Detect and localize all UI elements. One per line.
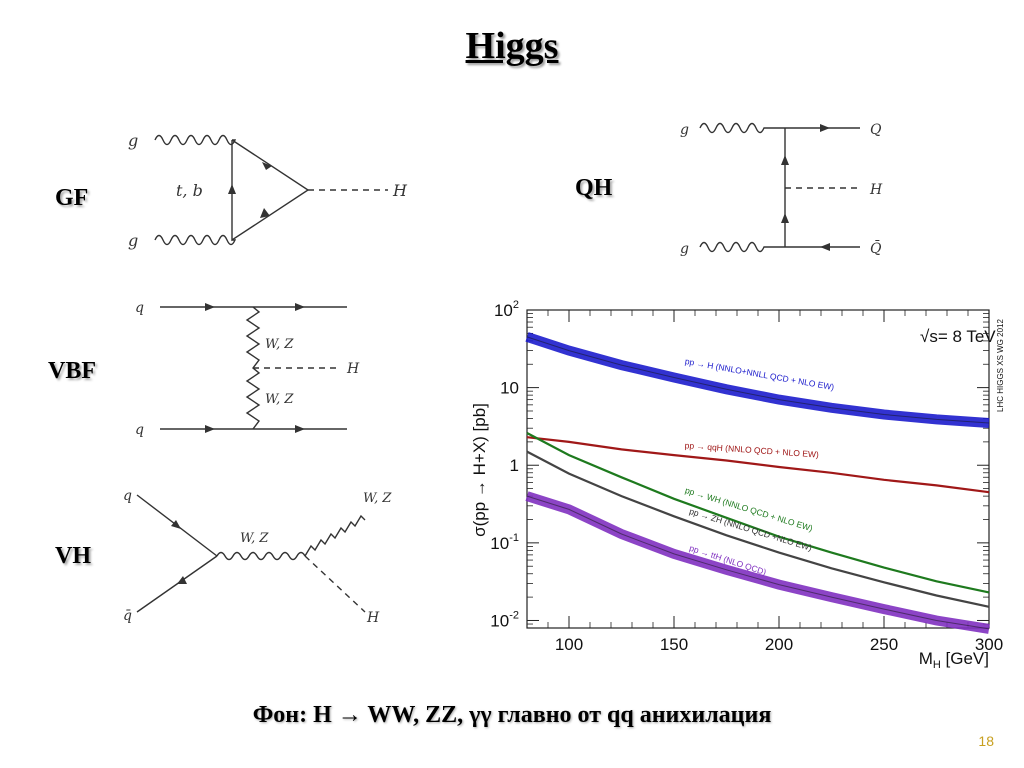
page-number: 18 <box>978 733 994 749</box>
vh-boson-mid-label: W, Z <box>240 531 269 546</box>
gf-gluon-bottom <box>154 234 237 246</box>
vh-higgs-line <box>304 555 366 613</box>
qh-q-bottom: Q̄ <box>870 239 882 257</box>
qh-label: QH <box>575 175 613 201</box>
qh-arrow-mid-bottom <box>781 213 789 223</box>
vh-q-bottom: q̄ <box>123 608 132 624</box>
energy-label: √s= 8 TeV <box>920 327 996 346</box>
slide-title: Higgs <box>465 25 559 67</box>
qh-h-label: H <box>869 182 883 198</box>
gf-arrow-top <box>262 162 272 170</box>
vbf-arrow-top-right <box>295 303 305 311</box>
vbf-h-label: H <box>346 361 360 377</box>
vh-q-top: q <box>123 488 132 504</box>
qh-arrow-top <box>820 124 830 132</box>
qh-gluon-bottom <box>699 241 785 253</box>
gf-arrow-left <box>228 184 236 194</box>
vh-boson-out-label: W, Z <box>363 491 392 506</box>
vbf-feynman-diagram: q q W, Z W, Z H <box>135 300 360 438</box>
gf-gluon-top <box>154 134 237 146</box>
qh-arrow-bottom <box>820 243 830 251</box>
gf-feynman-diagram: g g t, b H <box>128 131 408 250</box>
vbf-q-top: q <box>135 300 144 316</box>
series-line <box>526 495 990 630</box>
x-axis-label: MH [GeV] <box>919 649 989 671</box>
gf-g-top: g <box>128 131 138 150</box>
vh-boson-mid <box>216 551 306 561</box>
qh-g-bottom: g <box>680 241 689 257</box>
slide-caption: Фон: H → WW, ZZ, γγ главно от qq анихила… <box>252 702 772 728</box>
gf-g-bottom: g <box>128 231 138 250</box>
vbf-q-bottom: q <box>135 422 144 438</box>
vh-boson-out <box>304 514 366 557</box>
vh-arrow-quark <box>171 520 181 529</box>
x-axis-label-unit: [GeV] <box>941 649 989 668</box>
qh-g-top: g <box>680 122 689 138</box>
y-tick-label: 10 <box>500 379 519 398</box>
series-line <box>526 432 990 594</box>
x-tick-label: 100 <box>555 635 583 654</box>
gf-loop-label: t, b <box>176 181 203 200</box>
vbf-label: VBF <box>48 358 96 384</box>
x-axis-label-sub: H <box>933 659 941 671</box>
vbf-arrow-top-left <box>205 303 215 311</box>
x-tick-label: 250 <box>870 635 898 654</box>
qh-gluon-top <box>699 122 785 134</box>
series-line <box>526 436 990 494</box>
gf-quark-loop <box>231 139 310 242</box>
x-tick-label: 200 <box>765 635 793 654</box>
vh-arrow-antiquark <box>177 576 187 584</box>
y-tick-label: 10-1 <box>490 532 519 553</box>
x-axis-label-main: M <box>919 649 933 668</box>
vbf-arrow-bottom-right <box>295 425 305 433</box>
qh-q-top: Q <box>870 122 882 138</box>
vh-h-label: H <box>366 610 380 626</box>
series-line <box>526 336 990 424</box>
chart-series <box>525 332 990 634</box>
qh-feynman-diagram: g g Q H Q̄ <box>680 122 883 257</box>
y-tick-label: 10-2 <box>490 609 519 630</box>
x-tick-label: 150 <box>660 635 688 654</box>
gf-arrow-bottom <box>260 208 270 218</box>
qh-arrow-mid-top <box>781 155 789 165</box>
vh-label: VH <box>55 543 91 569</box>
series-line <box>526 450 990 608</box>
x-tick-label: 300 <box>975 635 1003 654</box>
y-axis-label: σ(pp → H+X) [pb] <box>470 403 489 537</box>
y-tick-label: 102 <box>494 299 519 320</box>
vbf-boson-top: W, Z <box>265 337 294 352</box>
wg-side-label: LHC HIGGS XS WG 2012 <box>996 319 1005 412</box>
gf-h-label: H <box>392 181 408 200</box>
vbf-arrow-bottom-left <box>205 425 215 433</box>
vh-feynman-diagram: q q̄ W, Z W, Z H <box>123 488 392 626</box>
gf-label: GF <box>55 185 89 211</box>
vbf-boson-bottom: W, Z <box>265 392 294 407</box>
y-tick-label: 1 <box>510 456 519 475</box>
